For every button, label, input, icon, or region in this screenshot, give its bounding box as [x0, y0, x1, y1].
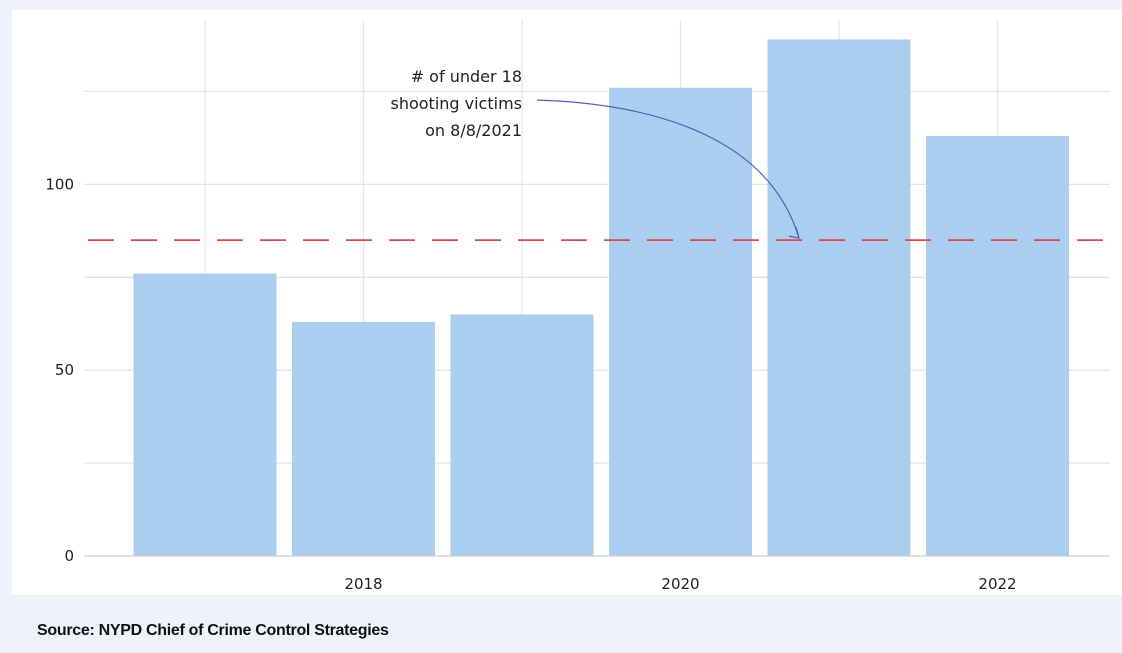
- bar-2018: [292, 321, 435, 556]
- annotation-line-2: shooting victims: [390, 94, 522, 113]
- annotation: # of under 18 shooting victims on 8/8/20…: [390, 67, 800, 239]
- y-tick-label: 50: [55, 361, 74, 379]
- annotation-line-1: # of under 18: [411, 67, 522, 86]
- annotation-line-3: on 8/8/2021: [425, 121, 522, 140]
- bar-2017: [133, 273, 277, 556]
- axes: 0 50 100 2018 2020 2022: [45, 175, 1110, 593]
- bar-2021: [767, 39, 911, 556]
- bar-2019: [450, 314, 594, 556]
- y-tick-label: 0: [64, 547, 74, 565]
- bar-2022: [926, 136, 1069, 557]
- source-note: Source: NYPD Chief of Crime Control Stra…: [37, 622, 389, 639]
- x-tick-label: 2018: [344, 575, 382, 593]
- y-tick-label: 100: [45, 175, 74, 193]
- bar-2020: [609, 87, 752, 556]
- bars: [133, 39, 1069, 557]
- x-tick-label: 2020: [661, 575, 699, 593]
- annotation-arrowhead: [788, 226, 800, 239]
- annotation-arrow: [536, 99, 800, 239]
- x-tick-label: 2022: [978, 575, 1016, 593]
